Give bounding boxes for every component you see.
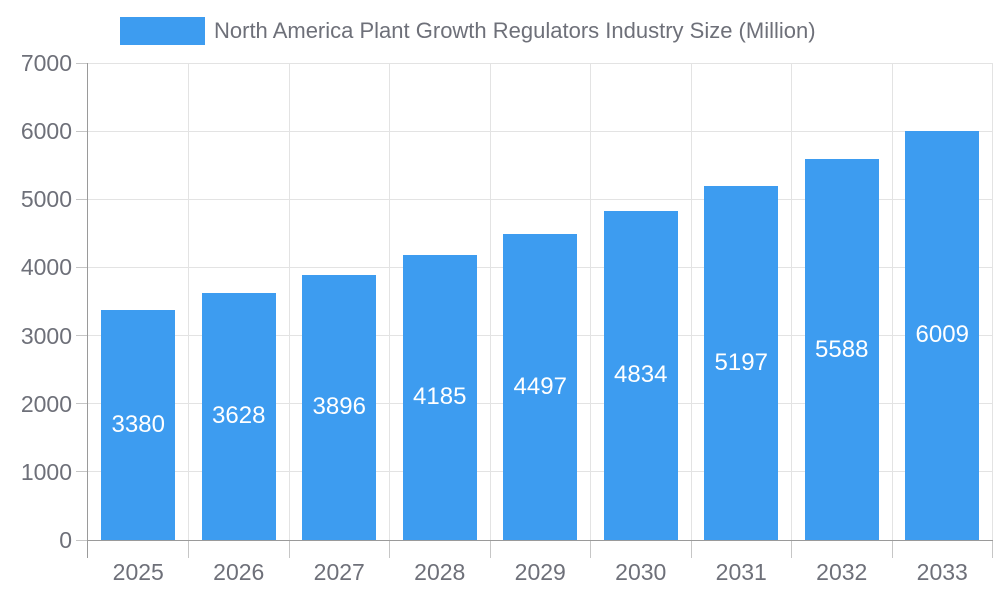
gridline-vertical bbox=[288, 63, 290, 540]
x-axis-label: 2031 bbox=[715, 559, 767, 585]
gridline-vertical bbox=[791, 63, 792, 540]
x-axis-label: 2029 bbox=[514, 559, 566, 585]
bar-value-label: 5588 bbox=[815, 335, 869, 363]
y-axis-tick bbox=[76, 62, 88, 64]
x-axis-label: 2032 bbox=[816, 559, 868, 585]
bar-2031[interactable] bbox=[704, 185, 779, 540]
bar-value-label: 4185 bbox=[413, 383, 467, 411]
x-axis-tick bbox=[188, 540, 189, 558]
x-axis-label: 2027 bbox=[313, 559, 365, 585]
bar-2029[interactable] bbox=[503, 233, 578, 540]
bar-value-label: 4834 bbox=[614, 361, 668, 389]
y-axis-label: 2000 bbox=[20, 390, 72, 417]
bar-2026[interactable] bbox=[201, 292, 276, 540]
y-axis-tick bbox=[76, 266, 88, 268]
legend-item[interactable]: North America Plant Growth Regulators In… bbox=[120, 17, 816, 45]
bar-2025[interactable] bbox=[101, 309, 176, 540]
x-axis-tick bbox=[690, 540, 692, 558]
y-axis-label: 0 bbox=[59, 527, 72, 553]
bar-2033[interactable] bbox=[905, 130, 980, 540]
bar-value-label: 4497 bbox=[513, 372, 567, 400]
gridline-horizontal bbox=[88, 130, 993, 132]
bar-2030[interactable] bbox=[603, 210, 678, 540]
bar-2027[interactable] bbox=[302, 274, 377, 540]
y-axis-tick bbox=[76, 335, 88, 337]
x-axis-label: 2026 bbox=[213, 559, 265, 585]
y-axis-label: 7000 bbox=[20, 50, 72, 76]
gridline-vertical bbox=[891, 63, 893, 540]
y-axis-tick bbox=[76, 130, 88, 132]
x-axis-tick bbox=[489, 540, 491, 558]
bar-2032[interactable] bbox=[804, 159, 879, 540]
bar-value-label: 3896 bbox=[312, 393, 366, 421]
x-axis-tick bbox=[791, 540, 792, 558]
legend-swatch bbox=[120, 17, 205, 45]
y-axis-label: 1000 bbox=[20, 458, 72, 485]
y-axis-label: 5000 bbox=[20, 186, 72, 213]
x-axis-label: 2030 bbox=[615, 559, 667, 585]
x-axis-tick bbox=[992, 540, 993, 558]
x-axis-label: 2028 bbox=[414, 559, 466, 585]
gridline-horizontal bbox=[88, 198, 993, 200]
gridline-vertical bbox=[389, 63, 390, 540]
x-axis-label: 2025 bbox=[112, 559, 164, 585]
bar-value-label: 3628 bbox=[212, 402, 266, 430]
bar-value-label: 5197 bbox=[714, 348, 768, 376]
gridline-vertical bbox=[690, 63, 692, 540]
gridline-vertical bbox=[489, 63, 491, 540]
y-axis-tick bbox=[76, 471, 88, 473]
y-axis-tick bbox=[76, 403, 88, 405]
gridline-horizontal bbox=[88, 62, 993, 64]
x-axis-tick bbox=[288, 540, 290, 558]
y-axis-line bbox=[87, 63, 88, 558]
y-axis-label: 4000 bbox=[20, 254, 72, 281]
y-axis-tick bbox=[76, 539, 88, 541]
y-axis-label: 6000 bbox=[20, 118, 72, 145]
y-axis-label: 3000 bbox=[20, 322, 72, 349]
gridline-vertical bbox=[188, 63, 189, 540]
bar-value-label: 3380 bbox=[111, 410, 165, 438]
gridline-vertical bbox=[590, 63, 591, 540]
y-axis-tick bbox=[76, 198, 88, 200]
bar-value-label: 6009 bbox=[915, 321, 969, 349]
gridline-vertical bbox=[992, 63, 993, 540]
legend-label: North America Plant Growth Regulators In… bbox=[214, 18, 816, 43]
x-axis-tick bbox=[590, 540, 591, 558]
bar-2028[interactable] bbox=[402, 254, 477, 540]
x-axis-tick bbox=[389, 540, 390, 558]
x-axis-label: 2033 bbox=[916, 559, 968, 585]
x-axis-line bbox=[88, 539, 993, 541]
x-axis-tick bbox=[891, 540, 893, 558]
